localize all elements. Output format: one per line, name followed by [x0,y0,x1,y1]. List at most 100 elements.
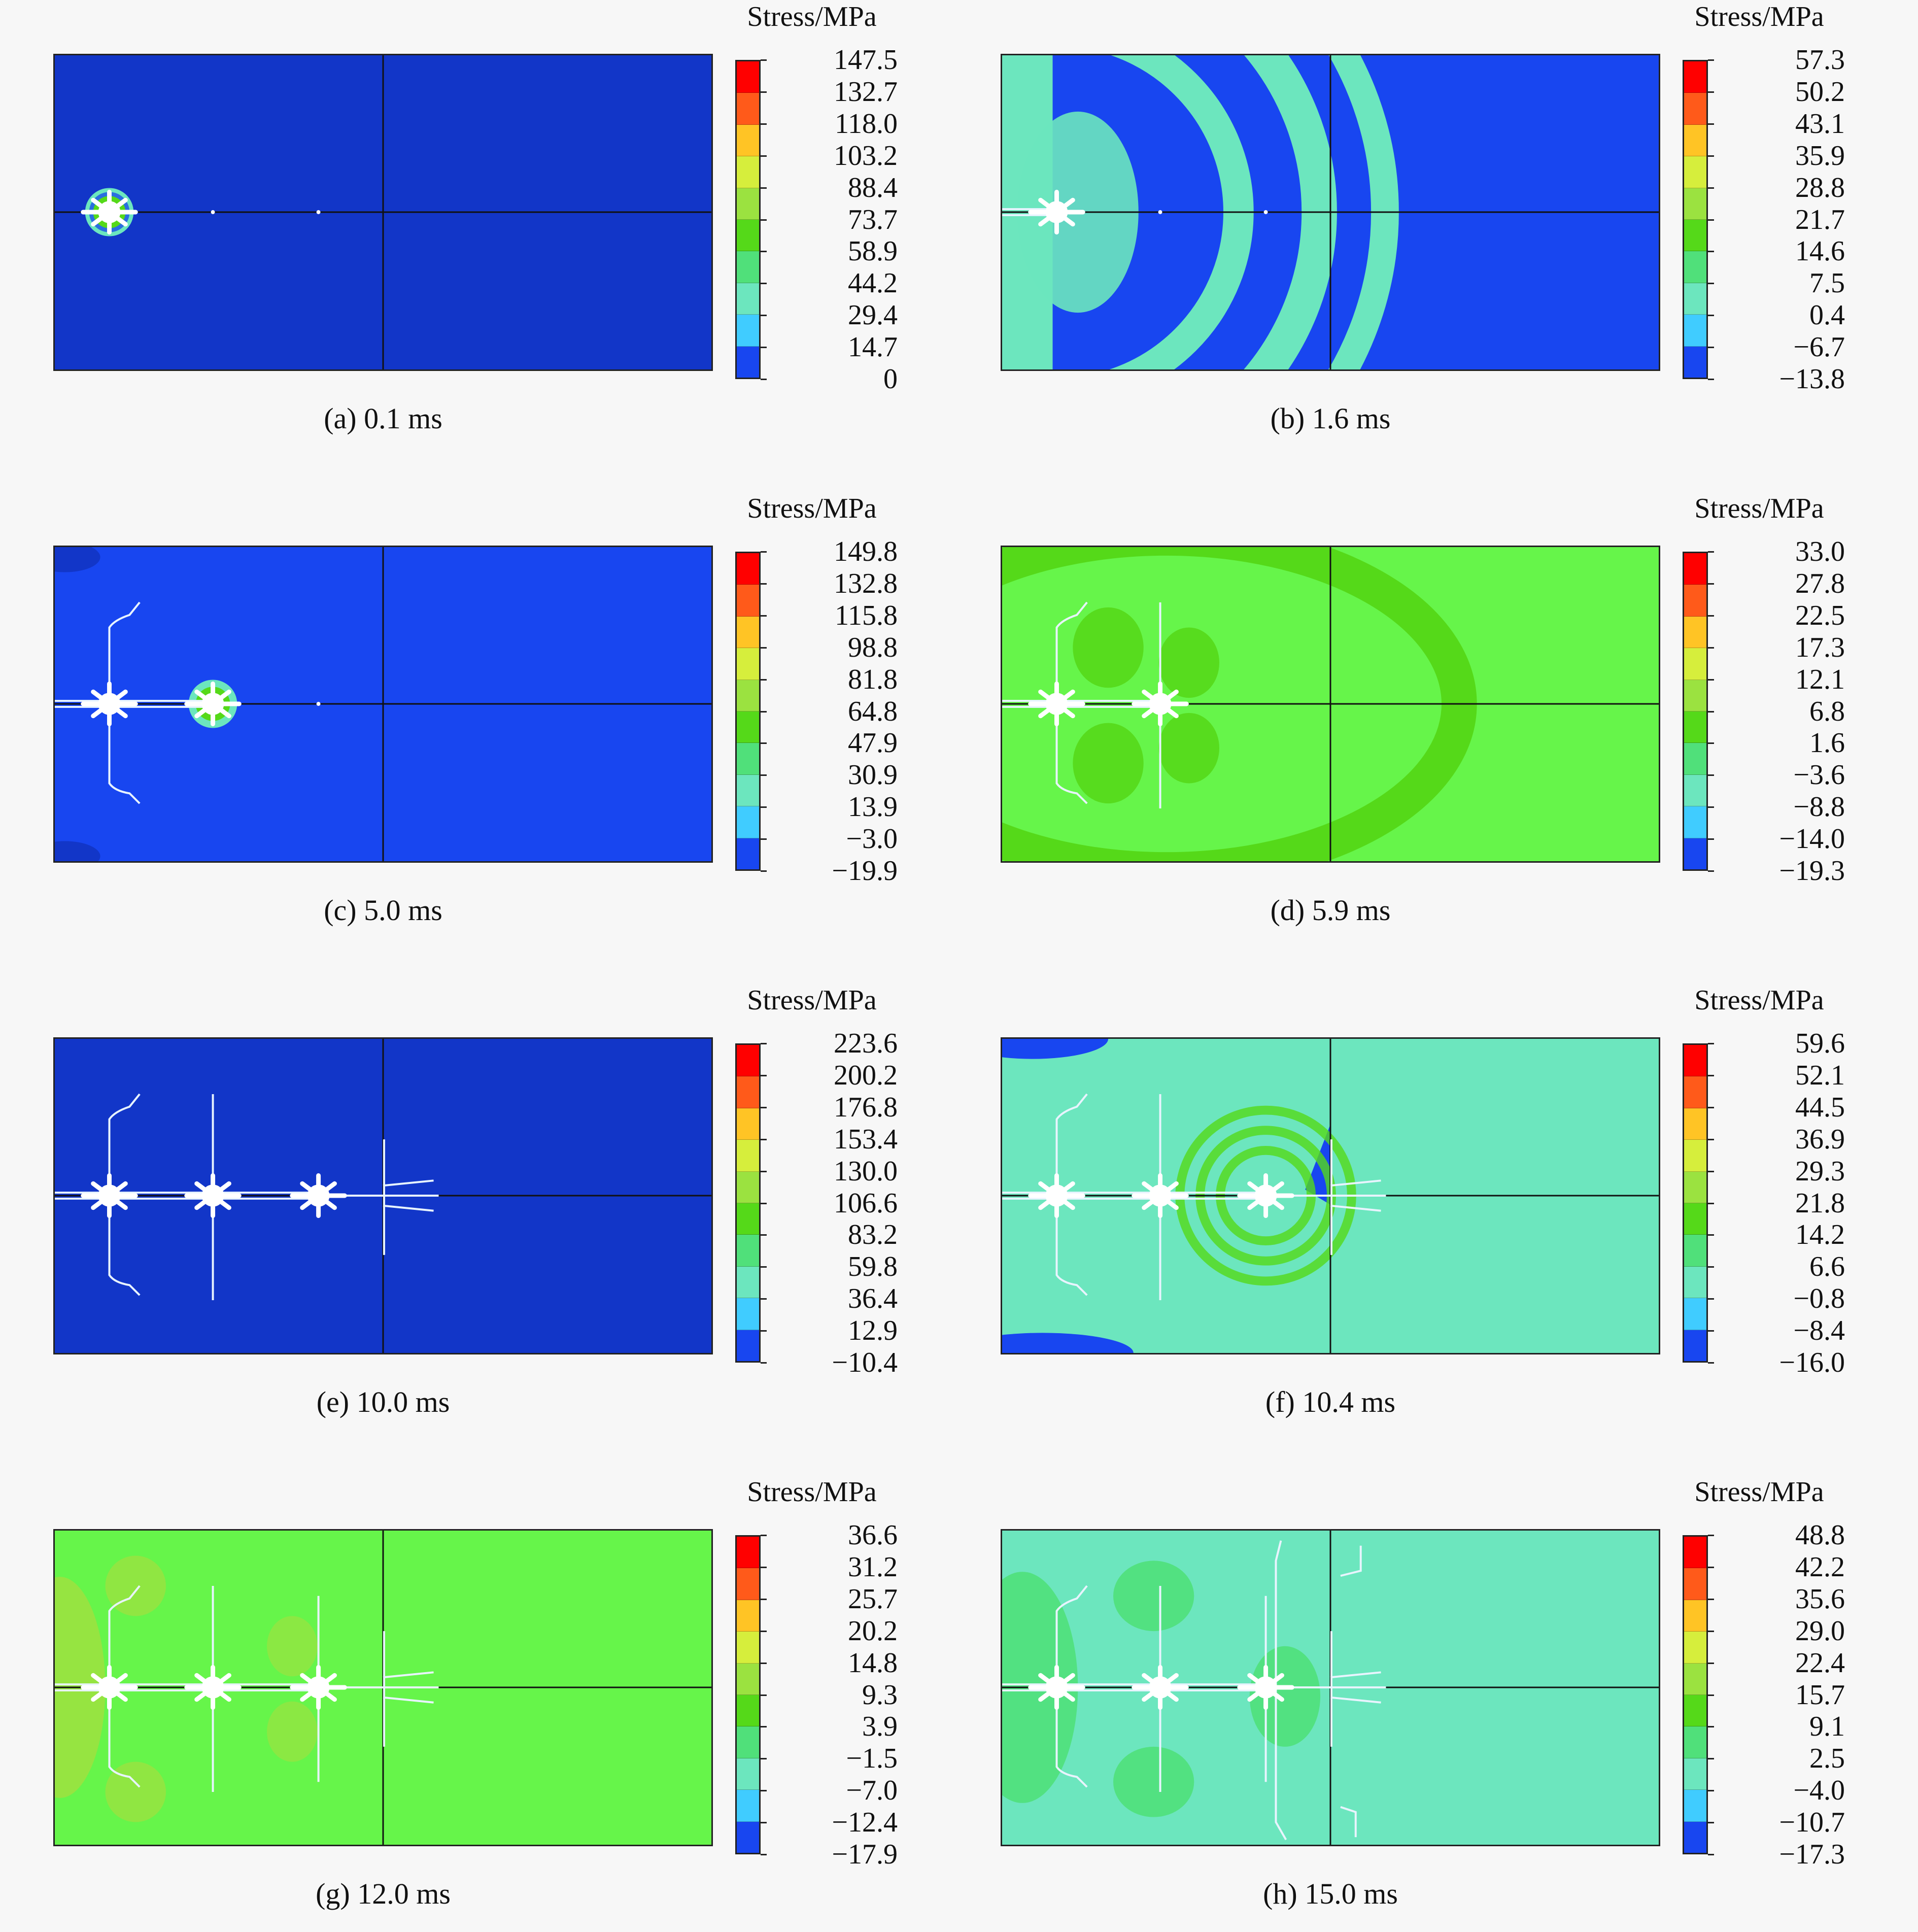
colorbar-band [1684,315,1706,347]
tick-label: 98.8 [848,631,898,663]
colorbar [1683,1043,1708,1363]
tick-label: 36.4 [848,1283,898,1315]
tick-mark [1708,1330,1714,1332]
branch-crack [1055,1585,1088,1688]
tick-label: 29.4 [848,299,898,331]
tick-mark [1708,1598,1714,1600]
blast-hole-2 [1132,681,1189,727]
stress-zone [267,1616,318,1677]
colorbar-band [737,1695,759,1727]
tick-mark [1708,283,1714,285]
tick-label: −3.6 [1793,759,1845,791]
panel-b: Stress/MPa 57.3 50.2 43.1 35.9 28.8 21.7 14.6 7.… [1001,0,1904,457]
stress-zone [1158,713,1220,784]
colorbar-band [1684,124,1706,157]
tick-label: 29.0 [1795,1615,1845,1647]
colorbar-band [737,1600,759,1632]
tick-label: −3.0 [846,823,898,855]
colorbar-band [737,315,759,347]
colorbar-band [737,838,759,870]
colorbar-band [737,61,759,93]
colorbar-band [737,1632,759,1664]
tick-label: 17.3 [1795,631,1845,663]
colorbar-band [1684,1632,1706,1664]
blast-hole-3 [1237,1665,1294,1710]
tick-mark [1708,679,1714,681]
legend-title: Stress/MPa [747,1,877,32]
panel-caption: (a) 0.1 ms [324,402,442,435]
tick-label: 20.2 [848,1615,898,1647]
colorbar-band [1684,1298,1706,1330]
colorbar-band [737,1108,759,1140]
blast-hole-1 [1028,681,1085,727]
tick-mark [1708,1822,1714,1824]
tick-mark [1708,1662,1714,1664]
tick-label: 59.6 [1795,1028,1845,1059]
colorbar-ticks: 223.6 200.2 176.8 153.4 130.0 106.6 83.2 59.8 36… [761,984,913,1440]
branch-crack [108,1196,141,1296]
tick-label: −14.0 [1779,823,1845,855]
tick-label: 14.2 [1795,1219,1845,1251]
tick-label: 36.9 [1795,1123,1845,1155]
legend-title: Stress/MPa [1694,1,1824,32]
tick-label: 44.2 [848,267,898,299]
colorbar-band [1684,1076,1706,1108]
tick-mark [1708,1043,1714,1044]
stress-zone [105,1555,166,1616]
interface-crack [1340,1806,1357,1838]
tick-label: 1.6 [1809,727,1845,759]
blast-hole-3 [1237,1173,1294,1218]
stress-contour-plot [53,1037,713,1354]
tick-label: −10.7 [1779,1807,1845,1839]
legend-title: Stress/MPa [747,493,877,524]
monitoring-point [1158,210,1162,214]
colorbar-band [1684,585,1706,617]
tick-label: 9.3 [862,1679,898,1711]
stress-zone [105,1761,166,1822]
stress-contour-plot [53,546,713,863]
tick-mark [1708,1362,1714,1364]
colorbar-band [1684,616,1706,649]
colorbar-band [737,1726,759,1758]
colorbar-band [1684,1171,1706,1204]
colorbar-band [737,346,759,378]
extension-crack [383,1671,434,1679]
tick-label: 0.4 [1809,299,1845,331]
tick-mark [1708,1074,1714,1076]
colorbar [735,1535,761,1854]
colorbar-band [1684,1758,1706,1790]
tick-mark [761,1630,767,1632]
colorbar [1683,1535,1708,1854]
tick-label: −16.0 [1779,1347,1845,1378]
tick-label: 0 [883,363,898,395]
colorbar-band [737,1298,759,1330]
colorbar-band [737,1330,759,1362]
tick-mark [1708,1726,1714,1728]
tick-mark [1708,1138,1714,1140]
tick-label: −7.0 [846,1775,898,1807]
blast-hole-1 [81,681,138,727]
panel-caption: (g) 12.0 ms [316,1877,451,1910]
monitoring-point [316,702,321,706]
tick-mark [761,1202,767,1204]
tick-mark [761,1138,767,1140]
tick-mark [761,155,767,157]
tick-label: −19.3 [1779,855,1845,887]
tick-label: 7.5 [1809,267,1845,299]
stress-contour-plot [1001,1037,1660,1354]
colorbar-band [737,680,759,712]
tick-mark [1708,1298,1714,1300]
panel-caption: (f) 10.4 ms [1265,1385,1396,1418]
tick-label: −17.3 [1779,1839,1845,1870]
tick-label: 223.6 [834,1028,898,1059]
colorbar-band [1684,711,1706,743]
branch-crack [108,1585,141,1688]
tick-label: 132.7 [834,76,898,108]
stress-zone [1073,723,1144,804]
tick-mark [761,551,767,553]
tick-label: 14.6 [1795,235,1845,267]
tick-mark [761,1790,767,1792]
tick-label: 73.7 [848,204,898,235]
branch-crack [1055,1196,1088,1296]
tick-mark [761,219,767,221]
